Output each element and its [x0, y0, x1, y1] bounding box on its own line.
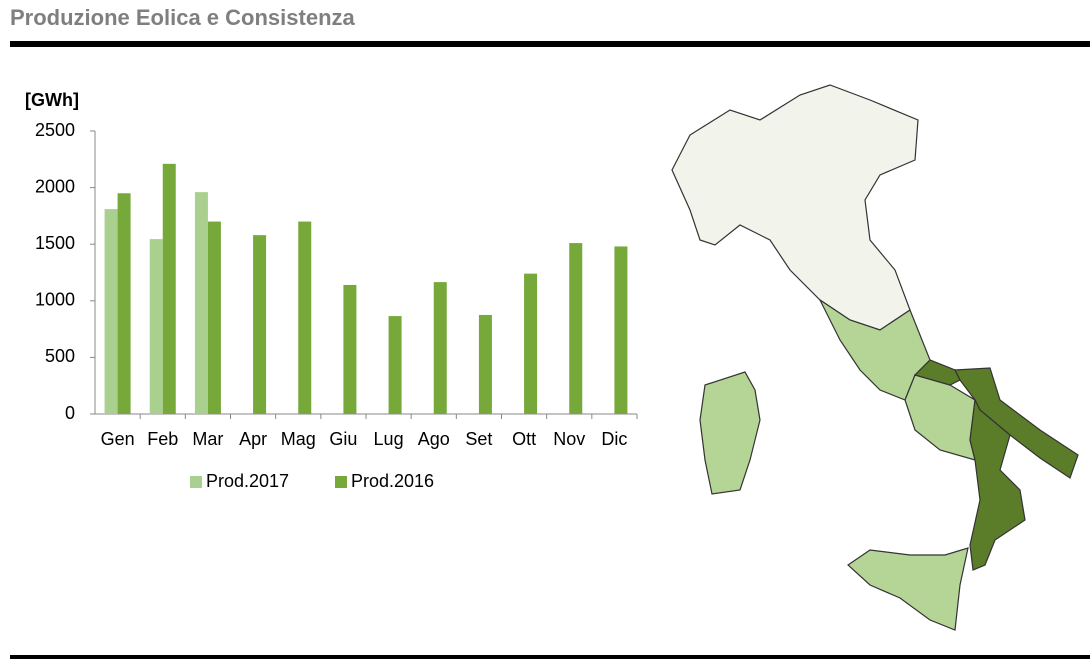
y-tick-label: 2500 [35, 120, 75, 140]
x-tick-label: Feb [147, 429, 178, 449]
legend-swatch [190, 476, 202, 488]
bar [614, 246, 628, 414]
bar [104, 209, 118, 414]
legend-label: Prod.2016 [351, 471, 434, 491]
y-tick-label: 1500 [35, 233, 75, 253]
x-tick-label: Dic [601, 429, 627, 449]
page-title: Produzione Eolica e Consistenza [10, 5, 356, 30]
bar [298, 221, 312, 414]
x-tick-label: Nov [553, 429, 585, 449]
y-tick-label: 2000 [35, 176, 75, 196]
x-tick-label: Mag [281, 429, 316, 449]
bar [433, 282, 447, 414]
y-tick-label: 0 [65, 403, 75, 423]
bar [478, 314, 492, 414]
bar [388, 316, 402, 414]
x-tick-label: Ago [418, 429, 450, 449]
footer-rule [10, 655, 1090, 659]
x-tick-label: Lug [374, 429, 404, 449]
header-rule [10, 41, 1090, 47]
x-tick-label: Giu [329, 429, 357, 449]
legend-label: Prod.2017 [206, 471, 289, 491]
bar [117, 193, 131, 414]
bar [149, 239, 163, 414]
y-tick-label: 500 [45, 346, 75, 366]
y-axis-label: [GWh] [25, 90, 79, 110]
x-tick-label: Gen [101, 429, 135, 449]
bar [524, 273, 538, 414]
legend-swatch [335, 476, 347, 488]
bar [207, 221, 221, 414]
x-tick-label: Set [465, 429, 492, 449]
bar [194, 192, 208, 414]
bar [343, 284, 357, 414]
x-tick-label: Apr [239, 429, 267, 449]
bar [569, 243, 583, 414]
y-tick-label: 1000 [35, 290, 75, 310]
bar [162, 163, 176, 414]
x-tick-label: Ott [512, 429, 536, 449]
italy-map [671, 84, 1079, 631]
x-tick-label: Mar [192, 429, 223, 449]
bar [253, 235, 267, 414]
